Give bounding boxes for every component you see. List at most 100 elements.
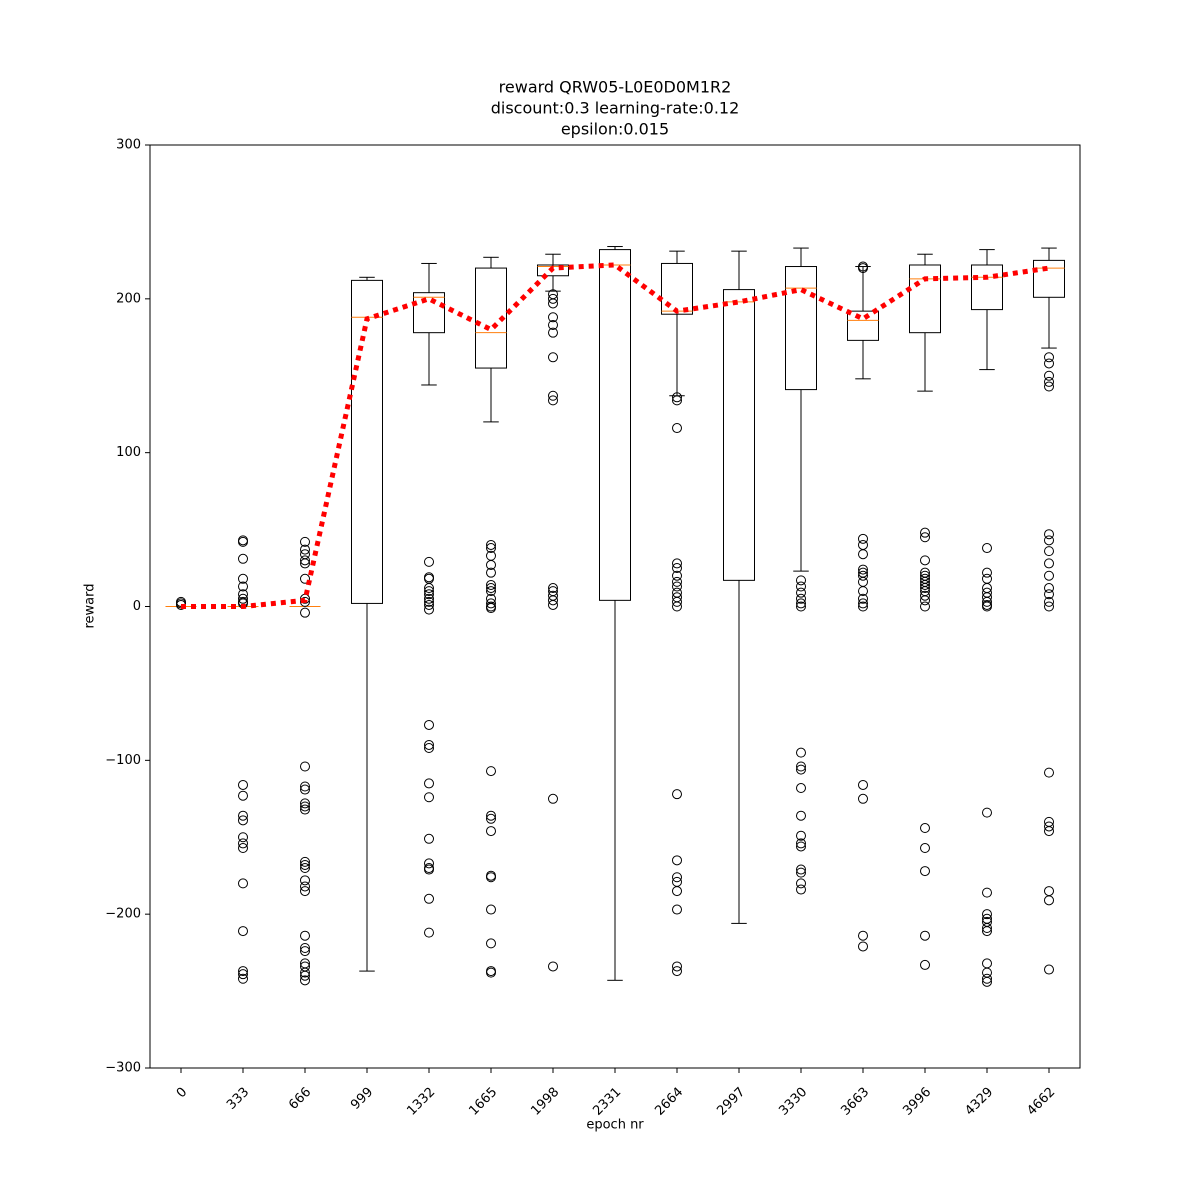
outlier — [486, 766, 496, 777]
outlier — [920, 843, 930, 854]
outlier — [548, 395, 558, 406]
outlier — [796, 575, 806, 586]
outlier — [486, 810, 496, 821]
outlier — [1044, 381, 1054, 392]
outlier — [982, 909, 992, 920]
outlier — [796, 864, 806, 875]
outlier — [548, 390, 558, 401]
outlier — [300, 558, 310, 569]
outlier — [238, 832, 248, 843]
outlier — [1044, 583, 1054, 594]
outlier — [424, 739, 434, 750]
outlier — [672, 563, 682, 574]
outlier — [1044, 826, 1054, 837]
outlier — [424, 586, 434, 597]
outlier — [1044, 546, 1054, 557]
outlier — [982, 923, 992, 934]
outlier — [238, 810, 248, 821]
outlier — [300, 784, 310, 795]
y-tick-label: 300 — [116, 138, 141, 153]
outlier — [548, 312, 558, 323]
outlier — [796, 593, 806, 604]
outlier — [300, 970, 310, 981]
outlier — [424, 833, 434, 844]
outlier — [920, 527, 930, 538]
outlier — [486, 967, 496, 978]
box — [537, 264, 569, 277]
outlier — [982, 601, 992, 612]
box — [971, 264, 1003, 311]
outlier — [300, 544, 310, 555]
box — [351, 279, 383, 604]
outlier — [300, 555, 310, 566]
outlier — [424, 596, 434, 607]
outlier — [1044, 596, 1054, 607]
x-axis-label: epoch nr — [586, 1118, 644, 1133]
outlier — [238, 553, 248, 564]
outlier — [300, 856, 310, 867]
outlier — [300, 536, 310, 547]
outlier — [858, 549, 868, 560]
outlier — [238, 838, 248, 849]
mean-line — [181, 262, 1050, 609]
outlier — [796, 764, 806, 775]
outlier — [920, 823, 930, 834]
outlier — [672, 961, 682, 972]
outlier — [300, 781, 310, 792]
outlier — [920, 532, 930, 543]
outlier — [486, 826, 496, 837]
outlier — [672, 596, 682, 607]
outlier — [238, 966, 248, 977]
chart-title: epsilon:0.015 — [561, 120, 669, 139]
chart-title: discount:0.3 learning-rate:0.12 — [491, 99, 740, 118]
outlier — [424, 864, 434, 875]
outlier — [1044, 558, 1054, 569]
y-tick-label: 0 — [133, 599, 141, 614]
outlier — [672, 855, 682, 866]
outlier — [424, 743, 434, 754]
box — [909, 264, 941, 334]
box — [785, 266, 817, 391]
outlier — [238, 790, 248, 801]
outlier — [796, 841, 806, 852]
outlier — [238, 815, 248, 826]
outlier — [300, 943, 310, 954]
outlier — [982, 543, 992, 554]
outlier — [858, 593, 868, 604]
outlier — [238, 926, 248, 937]
outlier — [238, 581, 248, 592]
outlier — [1044, 821, 1054, 832]
outlier — [796, 598, 806, 609]
outlier — [486, 598, 496, 609]
outlier — [1044, 895, 1054, 906]
outlier — [920, 601, 930, 612]
outlier — [486, 586, 496, 597]
outlier — [300, 804, 310, 815]
outlier — [858, 941, 868, 952]
outlier — [548, 327, 558, 338]
outlier — [920, 583, 930, 594]
outlier — [238, 878, 248, 889]
outlier — [486, 904, 496, 915]
outlier — [858, 930, 868, 941]
outlier — [672, 581, 682, 592]
outlier — [796, 587, 806, 598]
outlier — [858, 564, 868, 575]
outlier — [238, 969, 248, 980]
outlier — [796, 581, 806, 592]
outlier — [920, 595, 930, 606]
outlier — [300, 946, 310, 957]
box — [723, 289, 755, 581]
outlier — [920, 590, 930, 601]
outlier — [300, 798, 310, 809]
outlier — [1044, 601, 1054, 612]
outlier — [424, 778, 434, 789]
outlier — [548, 583, 558, 594]
outlier — [424, 589, 434, 600]
outlier — [920, 866, 930, 877]
outlier — [920, 959, 930, 970]
outlier — [300, 930, 310, 941]
outlier — [300, 863, 310, 874]
outlier — [858, 598, 868, 609]
outlier — [982, 973, 992, 984]
